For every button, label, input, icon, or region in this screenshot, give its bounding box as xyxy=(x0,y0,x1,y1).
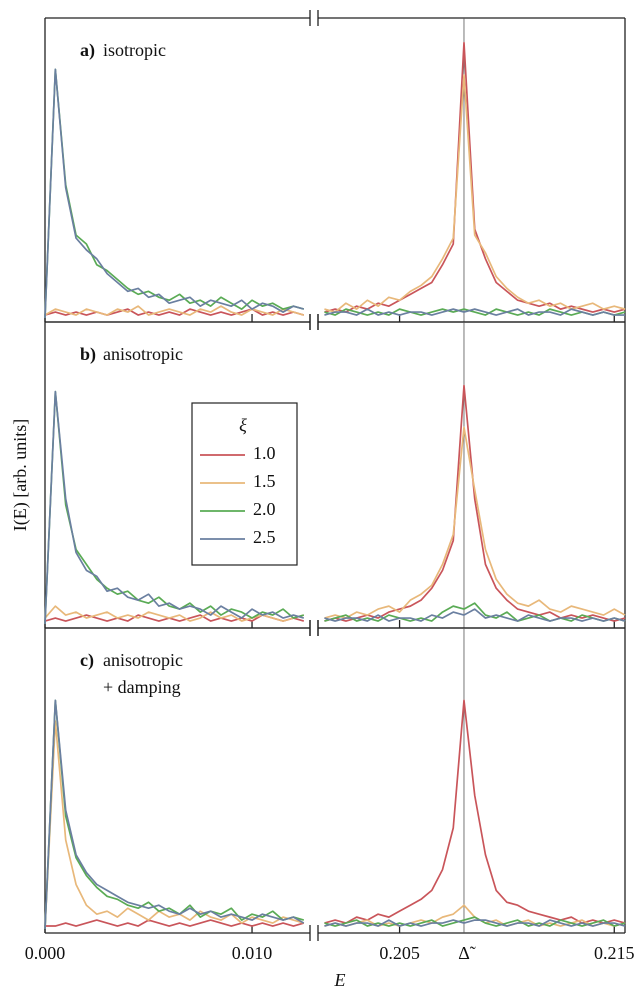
data-line xyxy=(324,919,626,927)
data-line xyxy=(324,699,626,924)
legend-label: 1.0 xyxy=(253,443,276,463)
x-tick-label: Δ̃ xyxy=(458,943,476,963)
x-tick-label: 0.215 xyxy=(594,943,635,963)
y-axis-label: I(E) [arb. units] xyxy=(10,419,31,531)
x-tick-label: 0.000 xyxy=(25,943,66,963)
x-tick-label: 0.010 xyxy=(232,943,273,963)
data-line xyxy=(324,602,626,622)
x-axis-label: E xyxy=(334,970,346,990)
panel-annotation: anisotropic xyxy=(103,650,183,670)
legend-box xyxy=(191,402,298,566)
data-line xyxy=(44,699,305,930)
data-line xyxy=(44,305,305,316)
data-line xyxy=(45,919,305,927)
legend-label: 1.5 xyxy=(253,471,276,491)
data-line xyxy=(324,426,626,619)
data-line xyxy=(44,308,305,316)
legend-label: 2.5 xyxy=(253,527,276,547)
data-line xyxy=(324,384,626,622)
legend-title: ξ xyxy=(239,415,247,435)
panel-annotation: isotropic xyxy=(103,40,166,60)
panel-annotation: + damping xyxy=(103,677,181,697)
data-line xyxy=(44,68,305,319)
panel-label: b) xyxy=(80,344,96,365)
data-line xyxy=(44,68,305,319)
legend-label: 2.0 xyxy=(253,499,276,519)
data-line xyxy=(44,390,305,625)
data-line xyxy=(324,74,626,313)
data-line xyxy=(324,41,626,313)
data-line xyxy=(44,390,305,625)
data-line xyxy=(44,699,305,930)
panel-label: a) xyxy=(80,40,95,61)
x-tick-label: 0.205 xyxy=(379,943,420,963)
data-line xyxy=(44,605,305,622)
data-line xyxy=(44,720,305,930)
data-line xyxy=(324,916,626,927)
data-line xyxy=(324,608,626,622)
data-line xyxy=(324,308,625,316)
panel-label: c) xyxy=(80,650,94,671)
panel-annotation: anisotropic xyxy=(103,344,183,364)
